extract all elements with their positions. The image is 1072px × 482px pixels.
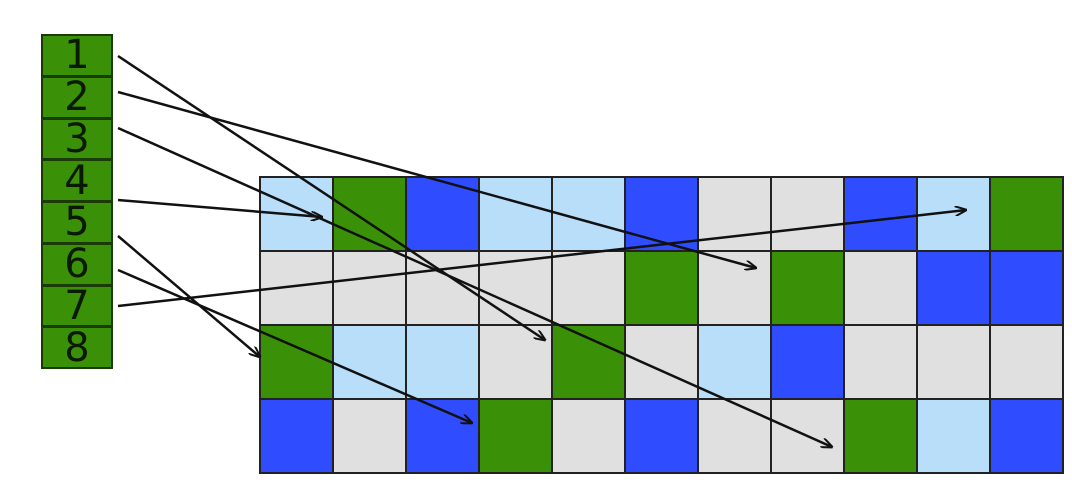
- grid-cell-blue: [772, 326, 843, 398]
- grid-cell-gray: [845, 326, 916, 398]
- grid-cell-green: [553, 326, 624, 398]
- grid-cell-lightblue: [553, 178, 624, 250]
- slot-label: 4: [64, 157, 90, 204]
- slot-label: 6: [64, 241, 90, 288]
- slot-1: 1: [41, 34, 113, 77]
- grid-cell-lightblue: [918, 400, 989, 472]
- grid-cell-blue: [845, 178, 916, 250]
- grid-cell-lightblue: [407, 326, 478, 398]
- grid-cell-lightblue: [334, 326, 405, 398]
- grid-cell-gray: [918, 326, 989, 398]
- slot-5: 5: [41, 201, 113, 244]
- grid-cell-green: [772, 252, 843, 324]
- grid-cell-gray: [772, 400, 843, 472]
- grid-cell-gray: [334, 400, 405, 472]
- grid-cell-blue: [261, 400, 332, 472]
- grid-cell-lightblue: [480, 178, 551, 250]
- grid-cell-gray: [407, 252, 478, 324]
- grid-cell-green: [845, 400, 916, 472]
- grid-cell-gray: [699, 178, 770, 250]
- grid-cell-green: [991, 178, 1062, 250]
- grid-cell-gray: [553, 400, 624, 472]
- grid-cell-green: [261, 326, 332, 398]
- slot-8: 8: [41, 326, 113, 369]
- slot-label: 1: [64, 32, 90, 79]
- grid-cell-lightblue: [261, 178, 332, 250]
- slot-label: 3: [64, 115, 90, 162]
- grid-cell-gray: [553, 252, 624, 324]
- grid-cell-blue: [626, 400, 697, 472]
- grid-cell-green: [334, 178, 405, 250]
- grid-cell-gray: [699, 252, 770, 324]
- grid-cell-blue: [407, 178, 478, 250]
- slot-2: 2: [41, 74, 113, 121]
- grid-cell-gray: [480, 252, 551, 324]
- grid-cell-green: [626, 252, 697, 324]
- grid-cell-blue: [918, 252, 989, 324]
- grid-cells: [259, 176, 1064, 474]
- memory-grid: [259, 176, 1064, 474]
- slot-6: 6: [41, 241, 113, 288]
- grid-cell-green: [480, 400, 551, 472]
- grid-cell-gray: [626, 326, 697, 398]
- grid-cell-gray: [845, 252, 916, 324]
- grid-cell-blue: [407, 400, 478, 472]
- slot-label: 2: [64, 74, 90, 121]
- grid-cell-lightblue: [699, 326, 770, 398]
- slot-label: 7: [64, 282, 90, 329]
- numbered-slot-stack: 1 2 3 4 5 6 7 8: [41, 34, 113, 369]
- grid-cell-gray: [772, 178, 843, 250]
- slot-3: 3: [41, 115, 113, 162]
- grid-cell-blue: [626, 178, 697, 250]
- slot-label: 5: [64, 199, 90, 246]
- slot-4: 4: [41, 159, 113, 202]
- grid-cell-gray: [261, 252, 332, 324]
- grid-cell-gray: [334, 252, 405, 324]
- slot-label: 8: [64, 324, 90, 371]
- grid-cell-blue: [991, 252, 1062, 324]
- grid-cell-gray: [991, 326, 1062, 398]
- grid-cell-blue: [991, 400, 1062, 472]
- arrow-5: [117, 235, 260, 357]
- slot-7: 7: [41, 282, 113, 329]
- grid-cell-lightblue: [918, 178, 989, 250]
- grid-cell-gray: [480, 326, 551, 398]
- grid-cell-gray: [699, 400, 770, 472]
